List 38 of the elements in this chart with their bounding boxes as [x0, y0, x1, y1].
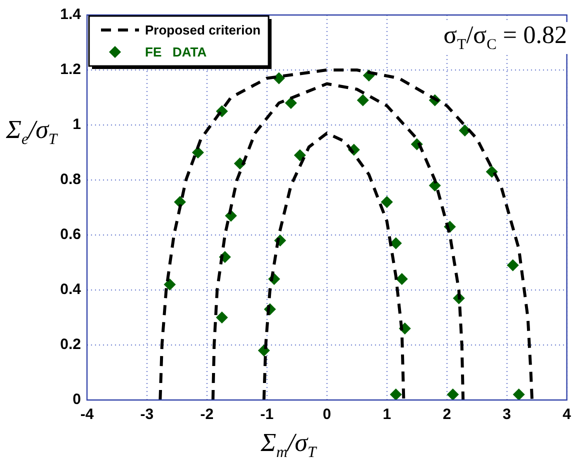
legend-label: Proposed criterion [145, 22, 261, 38]
point [272, 72, 285, 84]
x-tick-label: 2 [442, 406, 452, 424]
y-tick-label: 0.2 [60, 336, 81, 354]
point [396, 273, 408, 285]
point [294, 149, 306, 162]
point [446, 388, 459, 400]
legend-label: FE DATA [145, 44, 208, 60]
y-tick-label: 1.4 [60, 6, 82, 24]
point [506, 259, 519, 272]
y-tick-label: 0 [72, 391, 81, 408]
x-tick-label: -3 [140, 406, 154, 424]
x-tick-label: -1 [260, 406, 274, 424]
y-tick-label: 1 [72, 116, 81, 134]
point [356, 94, 369, 106]
point [164, 278, 176, 290]
point [486, 166, 498, 178]
y-tick-label: 0.4 [60, 281, 82, 298]
line-series [211, 82, 465, 400]
x-tick-label: 0 [322, 406, 332, 424]
y-axis-title: Σ$_{e}$/σ$_{T}$ [6, 115, 58, 150]
point [192, 146, 204, 158]
x-tick-label: -2 [200, 406, 214, 424]
point [380, 196, 393, 208]
annotation: σ$_{T}$/σ$_{C}$ = 0.82 [442, 22, 569, 54]
y-tick-label: 0.8 [60, 171, 81, 188]
x-tick-label: 4 [562, 406, 572, 424]
x-tick-label: 1 [382, 406, 392, 424]
x-tick-label: -4 [80, 406, 94, 424]
y-tick-label: 1.2 [60, 61, 81, 78]
y-tick-label: 0.6 [60, 226, 81, 244]
point [284, 97, 297, 109]
line-series [158, 68, 534, 400]
point [390, 388, 402, 400]
point [216, 312, 228, 324]
x-axis-title: Σ$_{m}$/σ$_{T}$ [260, 428, 318, 462]
x-tick-label: 3 [502, 406, 512, 424]
point [512, 388, 525, 400]
